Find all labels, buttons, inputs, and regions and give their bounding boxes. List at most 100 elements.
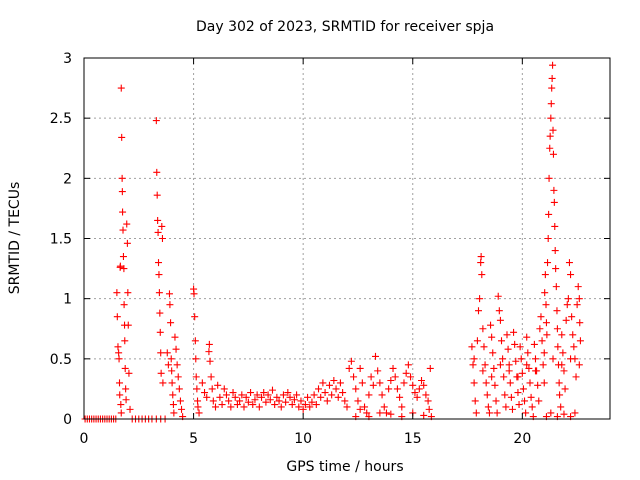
- y-tick-label: 1.5: [50, 232, 72, 248]
- data-point: [560, 367, 568, 375]
- data-point: [548, 74, 556, 82]
- data-point: [312, 401, 320, 409]
- data-point: [260, 389, 268, 397]
- data-point: [117, 409, 125, 417]
- data-point: [510, 328, 518, 336]
- data-point: [279, 391, 287, 399]
- data-point: [253, 391, 261, 399]
- data-point: [216, 393, 224, 401]
- data-point: [218, 401, 226, 409]
- data-point: [528, 403, 536, 411]
- data-point: [481, 361, 489, 369]
- data-point: [123, 220, 131, 228]
- data-point: [194, 403, 202, 411]
- data-point: [225, 397, 233, 405]
- x-tick-label: 15: [404, 431, 422, 447]
- data-point: [319, 379, 327, 387]
- data-point: [562, 316, 570, 324]
- data-point: [374, 367, 382, 375]
- data-point: [484, 403, 492, 411]
- data-point: [541, 289, 549, 297]
- data-point: [242, 393, 250, 401]
- data-point: [190, 290, 198, 298]
- data-point: [317, 393, 325, 401]
- data-point: [424, 397, 432, 405]
- data-point: [525, 364, 533, 372]
- data-point: [553, 307, 561, 315]
- data-point: [310, 391, 318, 399]
- x-axis-label: GPS time / hours: [286, 459, 403, 475]
- data-point: [570, 343, 578, 351]
- data-point: [488, 333, 496, 341]
- data-point: [116, 391, 124, 399]
- data-point: [304, 393, 312, 401]
- data-point: [244, 398, 252, 406]
- data-point: [546, 132, 554, 140]
- data-point: [176, 397, 184, 405]
- data-point: [554, 343, 562, 351]
- data-point: [258, 393, 266, 401]
- data-point: [391, 373, 399, 381]
- data-point: [496, 316, 504, 324]
- data-point: [288, 401, 296, 409]
- data-point: [545, 174, 553, 182]
- data-point: [212, 403, 219, 411]
- data-point: [555, 379, 563, 387]
- data-point: [169, 391, 177, 399]
- data-point: [356, 405, 364, 413]
- data-point: [499, 355, 507, 363]
- data-point: [220, 385, 228, 393]
- chart-title: Day 302 of 2023, SRMTID for receiver spj…: [196, 19, 494, 35]
- data-point: [541, 271, 549, 279]
- data-point: [116, 262, 124, 270]
- x-tick-label: 10: [294, 431, 312, 447]
- data-point: [297, 397, 305, 405]
- data-point: [575, 361, 583, 369]
- data-point: [544, 259, 552, 267]
- data-point: [534, 381, 542, 389]
- data-point: [119, 208, 127, 216]
- data-point: [545, 210, 553, 218]
- data-point: [277, 403, 285, 411]
- data-point: [420, 381, 428, 389]
- x-tick-label: 5: [189, 431, 198, 447]
- data-point: [275, 397, 283, 405]
- data-point: [568, 313, 576, 321]
- data-point: [425, 405, 433, 413]
- points-layer: [81, 61, 584, 423]
- data-point: [571, 409, 579, 417]
- data-point: [413, 393, 421, 401]
- data-point: [468, 343, 476, 351]
- data-point: [511, 340, 519, 348]
- data-point: [502, 403, 510, 411]
- data-point: [479, 367, 487, 375]
- data-point: [535, 397, 543, 405]
- data-point: [376, 379, 384, 387]
- data-point: [382, 409, 390, 417]
- y-tick-label: 2: [63, 171, 72, 187]
- data-point: [411, 389, 419, 397]
- data-point: [208, 385, 216, 393]
- y-tick-label: 1: [63, 292, 72, 308]
- data-point: [229, 389, 237, 397]
- data-point: [167, 355, 175, 363]
- data-point: [503, 331, 511, 339]
- data-point: [517, 355, 525, 363]
- data-point: [164, 361, 172, 369]
- data-point: [409, 381, 417, 389]
- data-point: [531, 367, 539, 375]
- data-point: [516, 343, 524, 351]
- data-point: [330, 376, 338, 384]
- data-point: [495, 307, 503, 315]
- data-point: [336, 379, 344, 387]
- data-point: [507, 393, 515, 401]
- data-point: [523, 361, 531, 369]
- data-point: [491, 381, 499, 389]
- data-point: [389, 364, 397, 372]
- data-point: [575, 295, 583, 303]
- data-point: [325, 381, 333, 389]
- data-point: [154, 216, 162, 224]
- data-point: [121, 364, 129, 372]
- data-point: [286, 393, 294, 401]
